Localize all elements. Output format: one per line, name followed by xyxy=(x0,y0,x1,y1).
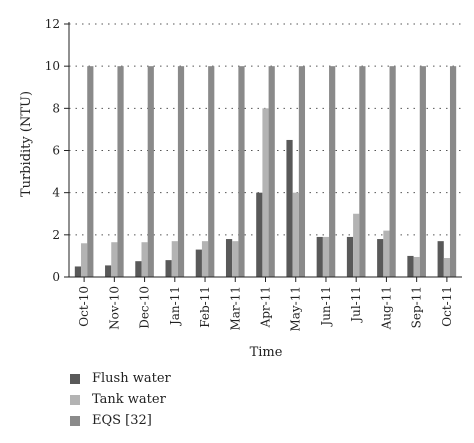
y-axis-title: Turbidity (NTU) xyxy=(19,91,34,197)
bar-tank-water-oct-10 xyxy=(81,243,88,277)
y-tick-label-2: 2 xyxy=(52,228,60,242)
bar-tank-water-mar-11 xyxy=(232,241,239,277)
legend-label-eqs: EQS [32] xyxy=(92,413,152,428)
x-tick-label-sep-11: Sep-11 xyxy=(410,286,424,328)
bar-tank-water-jun-11 xyxy=(322,236,330,277)
bar-tank-water-dec-10 xyxy=(141,242,148,277)
x-tick-label-aug-11: Aug-11 xyxy=(379,286,393,330)
x-tick-label-feb-11: Feb-11 xyxy=(198,286,212,328)
bar-flush-water-feb-11 xyxy=(195,249,202,277)
x-tick-label-jan-11: Jan-11 xyxy=(168,286,182,327)
bar-eqs-32-feb-11 xyxy=(208,66,215,277)
x-tick-label-jul-11: Jul-11 xyxy=(349,286,363,324)
bar-tank-water-nov-10 xyxy=(111,242,118,277)
x-axis-title: Time xyxy=(250,345,283,360)
bars xyxy=(74,66,457,277)
legend-swatch-eqs xyxy=(70,415,80,426)
axes: 0 2 4 6 8 10 12 Oct-10 Nov-10 Dec-10 Jan-11 Feb-11 M… xyxy=(45,17,462,332)
bar-flush-water-jun-11 xyxy=(316,236,323,277)
bar-tank-water-may-11 xyxy=(292,192,299,277)
bar-flush-water-oct-10 xyxy=(74,266,82,277)
y-tick-label-0: 0 xyxy=(52,270,60,284)
bar-flush-water-sep-11 xyxy=(407,255,414,277)
bar-eqs-32-may-11 xyxy=(298,66,306,277)
bar-tank-water-oct-11 xyxy=(443,258,450,277)
legend-swatch-tank-water xyxy=(70,394,80,405)
bar-flush-water-jul-11 xyxy=(346,236,354,277)
bar-tank-water-sep-11 xyxy=(413,256,420,277)
bar-flush-water-jan-11 xyxy=(165,260,172,277)
bar-eqs-32-oct-11 xyxy=(449,66,457,277)
bar-tank-water-feb-11 xyxy=(201,241,209,277)
y-tick-label-8: 8 xyxy=(52,101,60,115)
y-tick-label-6: 6 xyxy=(52,144,60,158)
x-tick-label-oct-11: Oct-11 xyxy=(440,286,454,327)
bar-flush-water-dec-10 xyxy=(135,261,142,277)
legend-item-eqs: EQS [32] xyxy=(70,410,171,431)
bar-eqs-32-mar-11 xyxy=(238,66,245,277)
x-tick-label-apr-11: Apr-11 xyxy=(259,286,273,328)
x-tick-label-oct-10: Oct-10 xyxy=(77,286,91,327)
bar-tank-water-jan-11 xyxy=(171,241,178,277)
bar-eqs-32-jul-11 xyxy=(359,66,366,277)
bar-tank-water-apr-11 xyxy=(262,108,269,277)
legend-label-tank-water: Tank water xyxy=(92,392,166,407)
bar-tank-water-aug-11 xyxy=(383,230,390,277)
bar-tank-water-jul-11 xyxy=(353,213,360,277)
bar-eqs-32-nov-10 xyxy=(117,66,124,277)
bar-eqs-32-apr-11 xyxy=(268,66,275,277)
legend-item-tank-water: Tank water xyxy=(70,389,171,410)
x-tick-label-jun-11: Jun-11 xyxy=(319,286,333,328)
bar-eqs-32-sep-11 xyxy=(419,66,426,277)
bar-flush-water-aug-11 xyxy=(377,239,384,277)
x-tick-label-dec-10: Dec-10 xyxy=(138,286,152,329)
bar-eqs-32-oct-10 xyxy=(87,66,94,277)
chart-plot: 0 2 4 6 8 10 12 Oct-10 Nov-10 Dec-10 Jan-11 Feb-11 M… xyxy=(19,17,462,360)
legend-swatch-flush-water xyxy=(70,373,80,384)
legend-item-flush-water: Flush water xyxy=(70,368,171,389)
bar-flush-water-oct-11 xyxy=(437,241,444,277)
y-tick-label-12: 12 xyxy=(45,17,60,31)
y-tick-label-4: 4 xyxy=(52,186,60,200)
bar-eqs-32-jan-11 xyxy=(177,66,185,277)
bar-flush-water-apr-11 xyxy=(256,192,263,277)
x-tick-label-mar-11: Mar-11 xyxy=(228,286,242,331)
legend: Flush water Tank water EQS [32] xyxy=(70,368,171,431)
bar-flush-water-mar-11 xyxy=(225,239,233,277)
x-tick-label-may-11: May-11 xyxy=(289,286,303,332)
bar-eqs-32-dec-10 xyxy=(147,66,154,277)
bar-flush-water-nov-10 xyxy=(105,265,112,277)
bar-flush-water-may-11 xyxy=(286,139,293,277)
legend-label-flush-water: Flush water xyxy=(92,371,171,386)
bar-eqs-32-aug-11 xyxy=(389,66,396,277)
x-tick-label-nov-10: Nov-10 xyxy=(107,286,121,330)
y-tick-label-10: 10 xyxy=(45,59,60,73)
bar-eqs-32-jun-11 xyxy=(329,66,336,277)
